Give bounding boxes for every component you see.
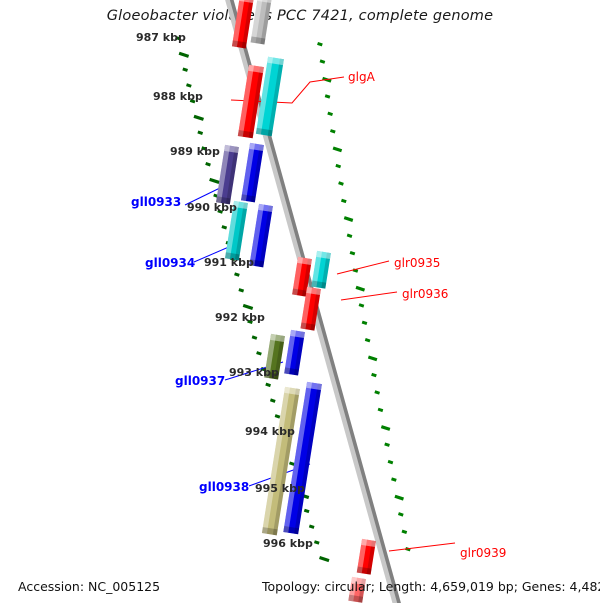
tick-guide-dot bbox=[234, 272, 240, 277]
tick-guide-dot bbox=[324, 94, 331, 99]
tick-guide-dot bbox=[274, 414, 281, 419]
gene-label-gll0937[interactable]: gll0937 bbox=[175, 374, 226, 388]
tick-guide-dot bbox=[209, 177, 220, 184]
axis-tick-label: 993 kbp bbox=[229, 366, 279, 379]
genome-stats-label: Topology: circular; Length: 4,659,019 bp… bbox=[262, 579, 600, 594]
tick-guide-dot bbox=[193, 114, 204, 121]
tick-guide-dot bbox=[205, 162, 211, 167]
tick-guide-dot bbox=[269, 398, 276, 403]
gene-leader-line bbox=[388, 542, 456, 552]
axis-tick-label: 994 kbp bbox=[245, 425, 295, 438]
tick-guide-dot bbox=[391, 477, 397, 482]
tick-guide-dot bbox=[308, 524, 315, 529]
tick-guide-dot bbox=[335, 163, 342, 169]
status-bar: Accession: NC_005125 Topology: circular;… bbox=[0, 574, 600, 600]
tick-guide-dot bbox=[189, 99, 196, 104]
tick-guide-dot bbox=[364, 338, 371, 343]
tick-guide-dot bbox=[332, 146, 343, 153]
axis-tick-label: 987 kbp bbox=[136, 31, 186, 44]
tick-guide-dot bbox=[178, 51, 190, 58]
gene-label-gll0934[interactable]: gll0934 bbox=[145, 256, 196, 270]
tick-guide-dot bbox=[217, 209, 223, 214]
accession-label: Accession: NC_005125 bbox=[18, 579, 161, 594]
axis-tick-label: 995 kbp bbox=[255, 482, 305, 495]
page-title: Gloeobacter violaceus PCC 7421, complete… bbox=[106, 8, 494, 24]
tick-guide-dot bbox=[256, 351, 262, 356]
gene-label-gll0933[interactable]: gll0933 bbox=[131, 195, 182, 209]
gene-label-glr0936[interactable]: glr0936 bbox=[402, 287, 449, 301]
tick-guide-dot bbox=[319, 59, 326, 64]
tick-guide-dot bbox=[242, 303, 254, 311]
axis-tick-label: 991 kbp bbox=[204, 256, 254, 269]
tick-guide-dot bbox=[338, 181, 344, 186]
axis-tick-label: 992 kbp bbox=[215, 311, 265, 324]
axis-tick-label: 996 kbp bbox=[263, 537, 313, 550]
tick-guide-dot bbox=[201, 146, 207, 151]
tick-guide-dot bbox=[371, 372, 377, 378]
tick-guide-dot bbox=[340, 198, 347, 204]
tick-guide-dot bbox=[238, 288, 245, 293]
tick-guide-dot bbox=[377, 407, 384, 413]
tick-guide-dot bbox=[355, 285, 366, 292]
axis-tick-label: 989 kbp bbox=[170, 145, 220, 158]
gene-leader-line bbox=[340, 291, 398, 301]
tick-guide-dot bbox=[349, 250, 356, 256]
tick-guide-dot bbox=[367, 355, 378, 362]
tick-guide-dot bbox=[317, 42, 323, 47]
tick-guide-dot bbox=[343, 216, 354, 222]
tick-guide-dot bbox=[265, 382, 271, 388]
tick-guide-dot bbox=[247, 319, 253, 325]
tick-guide-dot bbox=[186, 83, 192, 88]
tick-guide-dot bbox=[303, 508, 310, 514]
tick-guide-dot bbox=[346, 233, 353, 238]
axis-tick-label: 988 kbp bbox=[153, 90, 203, 103]
tick-guide-dot bbox=[384, 442, 390, 447]
tick-guide-dot bbox=[251, 335, 258, 340]
tick-guide-dot bbox=[319, 556, 330, 563]
tick-guide-dot bbox=[313, 540, 320, 545]
tick-guide-dot bbox=[374, 390, 381, 395]
tick-guide-dot bbox=[221, 225, 228, 230]
tick-guide-dot bbox=[401, 529, 408, 534]
gene-leader-line bbox=[336, 260, 390, 275]
tick-guide-dot bbox=[175, 36, 181, 41]
gene-label-glgA[interactable]: glgA bbox=[348, 70, 375, 84]
tick-guide-dot bbox=[394, 494, 404, 501]
tick-guide-dot bbox=[327, 111, 333, 117]
gene-label-glr0935[interactable]: glr0935 bbox=[394, 256, 441, 270]
axis-tick-label: 990 kbp bbox=[187, 201, 237, 214]
tick-guide-dot bbox=[380, 425, 391, 431]
tick-guide-dot bbox=[358, 303, 365, 308]
tick-guide-dot bbox=[182, 67, 189, 72]
tick-guide-dot bbox=[197, 130, 204, 135]
tick-guide-dot bbox=[329, 129, 336, 134]
tick-guide-dot bbox=[361, 320, 368, 326]
tick-guide-dot bbox=[397, 512, 404, 517]
gene-label-gll0938[interactable]: gll0938 bbox=[199, 480, 250, 494]
tick-guide-dot bbox=[387, 459, 394, 465]
gene-label-glr0939[interactable]: glr0939 bbox=[460, 546, 507, 560]
